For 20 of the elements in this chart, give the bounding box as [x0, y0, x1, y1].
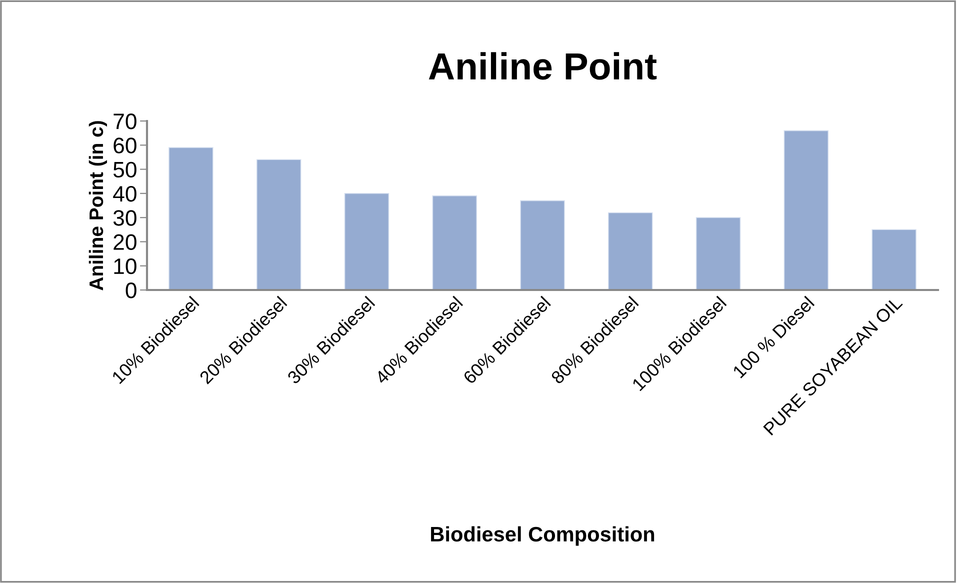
- y-tick-label: 70: [114, 114, 136, 130]
- bar: [872, 229, 916, 290]
- bar: [344, 193, 390, 290]
- bar: [256, 159, 302, 290]
- bar: [696, 217, 741, 290]
- bar: [520, 200, 565, 290]
- y-tick-label: 0: [126, 282, 136, 298]
- y-tick-label: 20: [114, 234, 136, 250]
- bar: [784, 130, 829, 290]
- y-tick-label: 10: [114, 258, 136, 274]
- chart-title: Aniline Point: [428, 52, 657, 80]
- bar: [432, 195, 478, 290]
- y-axis-title: Aniline Point (in c): [88, 121, 108, 290]
- y-tick-label: 50: [113, 162, 136, 178]
- bar: [608, 212, 653, 290]
- bar: [168, 147, 214, 290]
- y-tick-label: 40: [113, 186, 136, 202]
- x-axis-title: Biodiesel Composition: [431, 526, 654, 546]
- y-tick-label: 60: [114, 138, 136, 154]
- y-tick-label: 30: [113, 210, 136, 226]
